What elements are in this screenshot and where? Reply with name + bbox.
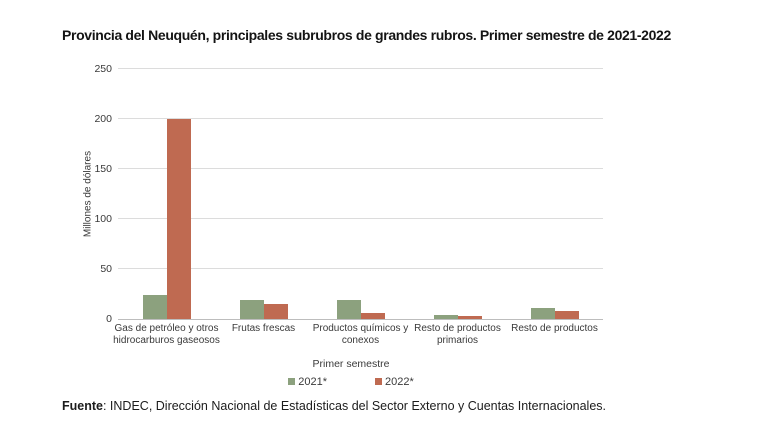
y-tick-50: 50 — [100, 263, 112, 275]
bar-2022-0 — [166, 119, 191, 319]
bar-2021-0 — [142, 295, 167, 319]
legend-title: Primer semestre — [312, 358, 390, 370]
gridline-250 — [118, 68, 603, 69]
gridline-100 — [118, 218, 603, 219]
plot-area — [118, 68, 603, 320]
legend-item-label: 2022* — [385, 375, 414, 388]
y-tick-100: 100 — [94, 213, 112, 225]
y-tick-150: 150 — [94, 163, 112, 175]
y-axis-ticks: 0 50 100 150 200 250 — [0, 64, 112, 325]
bar-group-3 — [409, 69, 506, 319]
bar-2022-3 — [457, 316, 482, 319]
legend: Primer semestre 2021* 2022* — [118, 358, 584, 390]
bar-2022-4 — [554, 311, 579, 319]
legend-item-2022: 2022* — [375, 376, 414, 388]
bar-2022-1 — [263, 304, 288, 319]
bar-2021-4 — [530, 308, 555, 319]
y-tick-0: 0 — [106, 313, 112, 325]
bar-2022-2 — [360, 313, 385, 319]
legend-items: 2021* 2022* — [288, 376, 414, 388]
legend-item-2021: 2021* — [288, 376, 327, 388]
x-axis-labels: Gas de petróleo y otros hidrocarburos gas… — [113, 323, 603, 349]
y-tick-250: 250 — [94, 63, 112, 75]
bar-group-4 — [506, 69, 603, 319]
bar-2021-2 — [336, 300, 361, 319]
bar-2021-3 — [433, 315, 458, 319]
bar-group-2 — [312, 69, 409, 319]
source-note-label: Fuente — [62, 399, 103, 413]
x-category-label-4: Resto de productos — [511, 323, 598, 334]
bar-group-1 — [215, 69, 312, 319]
gridline-200 — [118, 118, 603, 119]
legend-item-label: 2021* — [298, 375, 327, 388]
gridline-150 — [118, 168, 603, 169]
y-tick-200: 200 — [94, 113, 112, 125]
chart-title: Provincia del Neuquén, principales subru… — [62, 27, 671, 43]
source-note: Fuente: INDEC, Dirección Nacional de Est… — [62, 399, 606, 413]
x-category-label-1: Frutas frescas — [231, 323, 296, 334]
x-category-label-2: Productos químicos y conexos — [312, 323, 409, 346]
bar-2021-1 — [239, 300, 264, 319]
gridline-50 — [118, 268, 603, 269]
x-category-label-0: Gas de petróleo y otros hidrocarburos gas… — [113, 323, 220, 346]
bar-group-0 — [118, 69, 215, 319]
legend-swatch-icon — [288, 378, 296, 385]
source-note-text: : INDEC, Dirección Nacional de Estadísti… — [102, 399, 606, 413]
x-category-label-3: Resto de productos primarios — [414, 323, 501, 346]
legend-swatch-icon — [375, 378, 382, 385]
